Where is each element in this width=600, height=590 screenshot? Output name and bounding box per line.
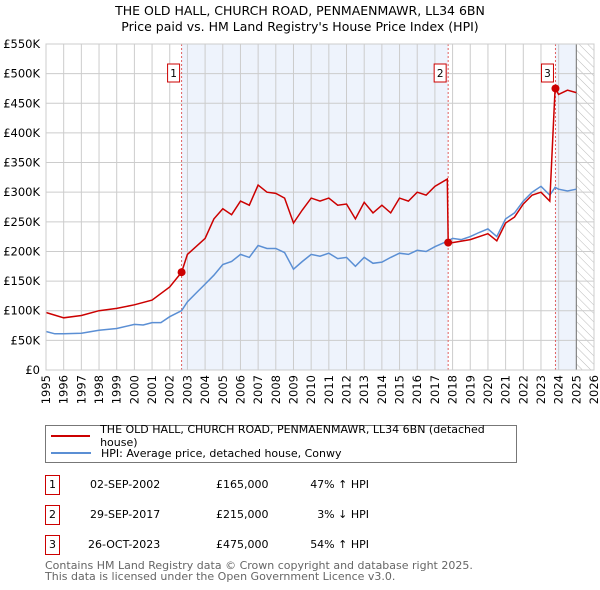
y-tick-label: £150K <box>3 274 40 288</box>
x-tick-label: 2000 <box>127 375 141 404</box>
blue-line-swatch <box>51 452 91 454</box>
x-tick-label: 2022 <box>516 375 530 404</box>
price: £475,000 <box>216 538 269 551</box>
x-tick-label: 2018 <box>446 375 460 404</box>
sale-label: 1 <box>170 68 177 80</box>
x-tick-label: 2026 <box>587 375 600 404</box>
x-tick-label: 2024 <box>552 375 566 404</box>
property-price-line <box>45 85 577 319</box>
y-tick-label: £450K <box>3 96 40 110</box>
x-tick-label: 2025 <box>569 375 583 404</box>
marker-badge: 1 <box>45 475 60 495</box>
x-tick-label: 1996 <box>57 375 71 404</box>
future-hatch <box>576 44 594 370</box>
sale-label-box <box>433 63 447 83</box>
hpi-diff: 54% ↑ HPI <box>310 538 369 551</box>
sale-label-box <box>540 63 554 83</box>
plot-frame <box>45 43 595 371</box>
x-tick-label: 2008 <box>269 375 283 404</box>
y-tick-label: £250K <box>3 215 40 229</box>
x-tick-label: 2020 <box>481 375 495 404</box>
footer-copyright: Contains HM Land Registry data © Crown c… <box>45 559 473 572</box>
marker-badge: 2 <box>45 505 60 525</box>
sale-point <box>551 84 560 93</box>
red-line-swatch <box>51 435 91 437</box>
sale-point <box>177 268 186 277</box>
x-tick-label: 2001 <box>145 375 159 404</box>
x-tick-label: 2021 <box>499 375 513 404</box>
x-tick-label: 2023 <box>534 375 548 404</box>
chart-legend: THE OLD HALL, CHURCH ROAD, PENMAENMAWR, … <box>45 423 517 463</box>
x-tick-label: 2002 <box>163 375 177 404</box>
hpi-diff: 3% ↓ HPI <box>317 508 369 521</box>
x-tick-label: 2015 <box>393 375 407 404</box>
hpi-diff: 47% ↑ HPI <box>310 478 369 491</box>
x-tick-label: 1998 <box>92 375 106 404</box>
shaded-period <box>555 44 577 370</box>
x-tick-label: 2014 <box>375 375 389 404</box>
sale-point <box>444 238 453 247</box>
transaction-row: 1 02-SEP-2002 £165,000 47% ↑ HPI <box>45 475 545 495</box>
x-tick-label: 2017 <box>428 375 442 404</box>
x-tick-label: 2009 <box>286 375 300 404</box>
transaction-row: 3 26-OCT-2023 £475,000 54% ↑ HPI <box>45 535 545 555</box>
price-chart: 1995 1996 1997 1998 1999 2000 2001 2002 2003 2004… <box>3 37 600 404</box>
y-tick-label: £50K <box>11 333 41 347</box>
footer-licence: This data is licensed under the Open Gov… <box>45 570 396 583</box>
y-tick-label: £100K <box>3 304 40 318</box>
sale-label-box <box>167 63 181 83</box>
x-tick-label: 2019 <box>463 375 477 404</box>
x-tick-label: 2013 <box>357 375 371 404</box>
x-tick-label: 2011 <box>322 375 336 404</box>
x-tick-label: 2006 <box>233 375 247 404</box>
y-tick-label: £300K <box>3 185 40 199</box>
x-tick-label: 2016 <box>410 375 424 404</box>
x-tick-label: 2007 <box>251 375 265 404</box>
x-tick-label: 2005 <box>216 375 230 404</box>
x-tick-label: 2012 <box>340 375 354 404</box>
legend-hpi: HPI: Average price, detached house, Conw… <box>101 446 342 460</box>
sale-label: 3 <box>544 68 551 80</box>
price: £165,000 <box>216 478 269 491</box>
x-tick-label: 2010 <box>304 375 318 404</box>
legend-property: THE OLD HALL, CHURCH ROAD, PENMAENMAWR, … <box>100 423 485 449</box>
transaction-row: 2 29-SEP-2017 £215,000 3% ↓ HPI <box>45 505 545 525</box>
y-tick-label: £0 <box>25 363 40 377</box>
x-tick-label: 1999 <box>110 375 124 404</box>
chart-subtitle: Price paid vs. HM Land Registry's House … <box>121 19 479 34</box>
x-tick-label: 2004 <box>198 375 212 404</box>
y-tick-label: £350K <box>3 156 40 170</box>
marker-badge: 3 <box>45 535 60 555</box>
hpi-line <box>45 185 577 335</box>
price: £215,000 <box>216 508 269 521</box>
y-tick-label: £400K <box>3 126 40 140</box>
shaded-period <box>181 44 449 370</box>
y-tick-label: £550K <box>3 37 40 51</box>
x-tick-label: 2003 <box>180 375 194 404</box>
x-tick-label: 1997 <box>74 375 88 404</box>
chart-title: THE OLD HALL, CHURCH ROAD, PENMAENMAWR, … <box>115 3 485 18</box>
date: 02-SEP-2002 <box>90 478 161 491</box>
sale-label: 2 <box>437 68 444 80</box>
x-tick-label: 1995 <box>39 375 53 404</box>
y-tick-label: £200K <box>3 244 40 258</box>
date: 26-OCT-2023 <box>88 538 161 551</box>
y-tick-label: £500K <box>3 67 40 81</box>
date: 29-SEP-2017 <box>90 508 161 521</box>
